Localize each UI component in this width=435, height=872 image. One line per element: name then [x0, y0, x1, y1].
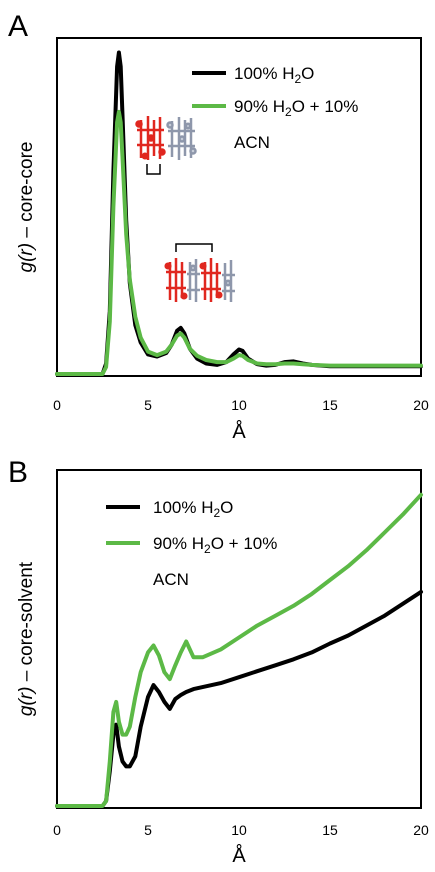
y-axis-label-a: g(r) – core-core — [16, 142, 37, 273]
panel-label-a: A — [8, 10, 28, 43]
y-axis-label-b: g(r) – core-solvent — [16, 561, 37, 716]
legend-label-acn-b: ACN — [153, 570, 189, 589]
distance-bracket-far — [175, 243, 213, 252]
red-molecule-left — [164, 258, 188, 302]
x-tick-label: 0 — [53, 822, 61, 838]
legend-a: 100% H2O 90% H2O + 10% ACN — [192, 64, 358, 152]
x-tick-label: 15 — [322, 397, 338, 413]
x-tick-label: 20 — [413, 397, 429, 413]
legend-label-100-h2o-a: 100% H2O — [234, 64, 314, 86]
y-axis-label-b-rest: – core-solvent — [16, 561, 37, 686]
series-line-90-h2o-10-acn-b — [55, 492, 423, 808]
series-line-100-h2o-b — [55, 589, 423, 808]
x-axis-label-b: Å — [232, 844, 246, 867]
stacking-illustration-far — [164, 243, 235, 302]
series-line-90-h2o-10-acn-a — [55, 109, 423, 376]
panel-a: A g(r) – core-core 0 5 10 15 20 Å 100% H… — [8, 10, 429, 443]
distance-bracket-close — [146, 164, 161, 175]
legend-label-90-h2o-b: 90% H2O + 10% — [153, 534, 277, 556]
x-ticks-b: 0 5 10 15 20 — [53, 822, 429, 838]
grey-molecule-right — [222, 260, 235, 302]
x-ticks-a: 0 5 10 15 20 — [53, 397, 429, 413]
legend-label-acn-a: ACN — [234, 133, 270, 152]
legend-label-90-h2o-a: 90% H2O + 10% — [234, 97, 358, 119]
x-axis-label-a: Å — [232, 420, 246, 443]
y-axis-label-b-italic: g(r) — [16, 687, 37, 717]
x-tick-label: 5 — [144, 822, 152, 838]
panel-b: B g(r) – core-solvent 0 5 10 15 20 Å 100… — [8, 456, 429, 867]
plot-frame-a — [56, 37, 422, 377]
legend-b: 100% H2O 90% H2O + 10% ACN — [106, 498, 277, 589]
y-axis-label-a-italic: g(r) — [16, 243, 37, 273]
x-tick-label: 20 — [413, 822, 429, 838]
x-tick-label: 10 — [231, 822, 247, 838]
red-molecule-right — [199, 258, 223, 302]
grey-molecule-middle — [187, 259, 200, 302]
stacking-illustration-close — [135, 116, 197, 175]
grey-molecule — [166, 117, 197, 160]
legend-label-100-h2o-b: 100% H2O — [153, 498, 233, 520]
y-axis-label-a-rest: – core-core — [16, 142, 37, 243]
x-tick-label: 15 — [322, 822, 338, 838]
red-molecule — [135, 116, 166, 160]
x-tick-label: 10 — [231, 397, 247, 413]
panel-label-b: B — [8, 456, 28, 489]
plot-frame-b — [56, 469, 422, 809]
x-tick-label: 5 — [144, 397, 152, 413]
x-tick-label: 0 — [53, 397, 61, 413]
